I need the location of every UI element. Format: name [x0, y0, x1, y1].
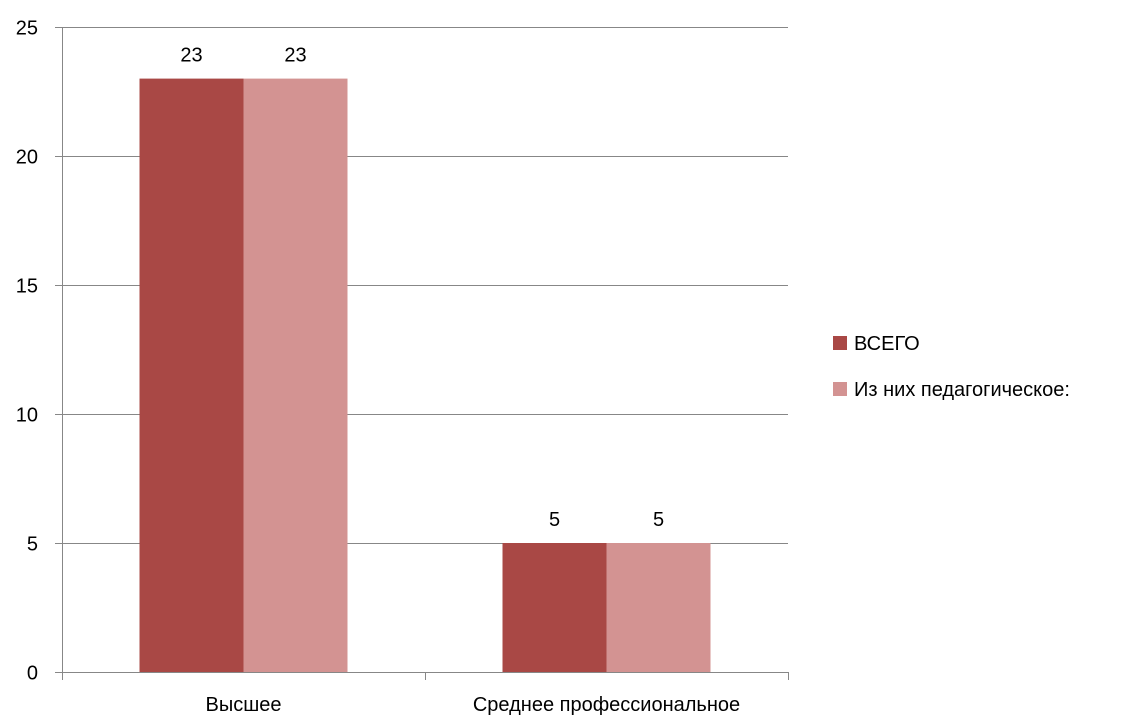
labels: 0 5 10 15 20 25 23 23 Высшее 5 5 Среднее профессион… [16, 18, 740, 717]
legend-swatch-0 [833, 336, 847, 350]
y-tick-label-15: 15 [16, 276, 38, 298]
data-label-0-0: 23 [180, 45, 202, 67]
bar-pedagogical-1 [606, 543, 711, 672]
data-label-1-0: 23 [284, 45, 306, 67]
bars [139, 78, 711, 673]
y-tick-label-20: 20 [16, 147, 38, 169]
legend-label-1: Из них педагогическое: [854, 379, 1070, 401]
y-tick-label-0: 0 [27, 663, 38, 685]
legend: ВСЕГО Из них педагогическое: [833, 333, 1070, 401]
x-tick-label-1: Среднее профессиональное [473, 694, 740, 716]
data-label-0-1: 5 [549, 509, 560, 531]
data-label-1-1: 5 [653, 509, 664, 531]
bar-total-0 [139, 78, 244, 673]
y-tick-label-25: 25 [16, 18, 38, 40]
legend-label-0: ВСЕГО [854, 333, 920, 355]
y-tick-label-5: 5 [27, 534, 38, 556]
bar-total-1 [502, 543, 607, 672]
axes [55, 27, 789, 680]
x-tick-label-0: Высшее [205, 694, 281, 716]
legend-swatch-1 [833, 382, 847, 396]
y-tick-label-10: 10 [16, 405, 38, 427]
bar-pedagogical-0 [243, 78, 348, 673]
